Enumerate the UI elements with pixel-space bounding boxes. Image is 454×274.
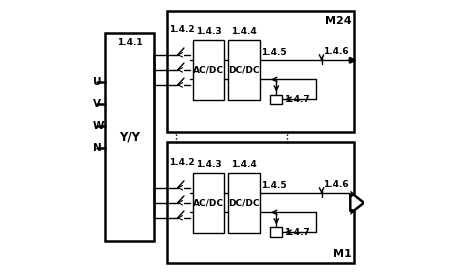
Text: 1.4.5: 1.4.5 [261,48,287,57]
Bar [270,95,282,104]
Bar [193,40,224,100]
Text: AC/DC: AC/DC [193,198,224,207]
Text: 1.4.6: 1.4.6 [323,47,349,56]
Bar [270,227,282,237]
Bar [167,11,355,132]
Bar [228,173,260,233]
Text: U: U [93,77,101,87]
Text: M24: M24 [325,16,352,26]
Text: 1.4.2: 1.4.2 [169,158,195,167]
Text: 1.4.2: 1.4.2 [169,25,195,34]
Text: 1.4.7: 1.4.7 [284,228,310,237]
Text: M1: M1 [333,249,352,259]
Bar [228,40,260,100]
Bar [193,173,224,233]
Text: 1.4.3: 1.4.3 [196,27,221,36]
Text: 1.4.4: 1.4.4 [231,159,257,169]
Text: 1.4.7: 1.4.7 [284,95,310,104]
Text: Y/Y: Y/Y [119,130,140,144]
Text: W: W [93,121,104,131]
Text: N: N [93,143,102,153]
Text: DC/DC: DC/DC [228,65,260,74]
Text: 1.4.4: 1.4.4 [231,27,257,36]
Text: 1.4.3: 1.4.3 [196,159,221,169]
Bar [105,33,154,241]
Text: DC/DC: DC/DC [228,198,260,207]
Text: AC/DC: AC/DC [193,65,224,74]
FancyArrow shape [350,193,364,212]
Bar [167,142,355,263]
Text: 1.4.5: 1.4.5 [261,181,287,190]
Text: 1.4.6: 1.4.6 [323,180,349,189]
Text: V: V [93,99,101,109]
Text: 1.4.1: 1.4.1 [117,38,143,47]
